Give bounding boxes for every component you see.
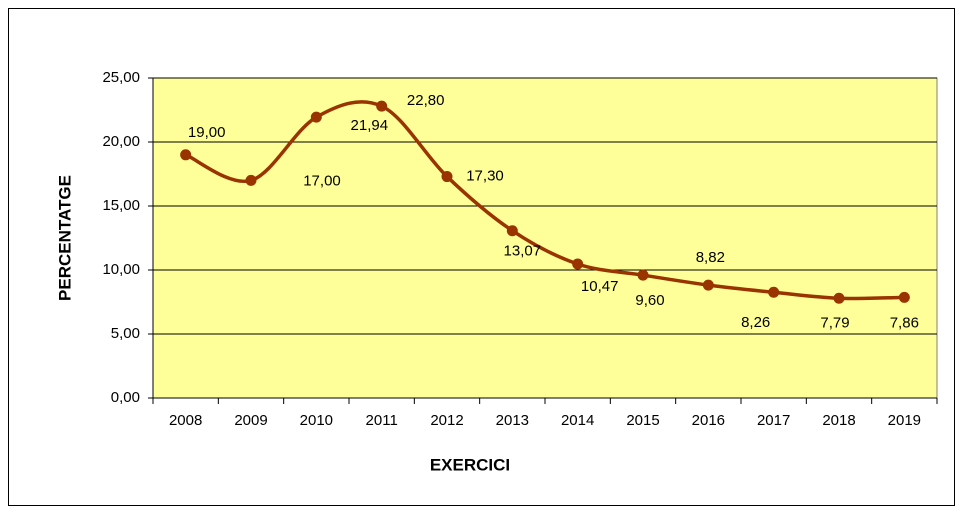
y-tick-label: 10,00 [102,261,140,278]
data-point [506,225,518,237]
y-tick-label: 5,00 [111,325,140,342]
data-label: 8,82 [696,249,725,266]
x-tick-label: 2014 [561,412,594,429]
data-label: 9,60 [635,292,664,309]
data-point [768,286,780,298]
y-tick-label: 20,00 [102,133,140,150]
x-tick-label: 2019 [888,412,921,429]
data-point [572,258,584,270]
y-tick-label: 0,00 [111,389,140,406]
x-tick-label: 2009 [234,412,267,429]
data-label: 17,00 [303,172,341,189]
data-label: 13,07 [504,243,542,260]
y-tick-label: 25,00 [102,69,140,86]
y-tick-label: 15,00 [102,197,140,214]
x-tick-label: 2013 [496,412,529,429]
x-tick-label: 2008 [169,412,202,429]
x-axis-title: EXERCICI [430,455,510,474]
data-point [833,292,845,304]
data-label: 8,26 [741,314,770,331]
x-tick-label: 2017 [757,412,790,429]
data-point [441,171,453,183]
x-tick-label: 2018 [822,412,855,429]
data-point [376,100,388,112]
x-tick-label: 2016 [692,412,725,429]
x-tick-label: 2010 [300,412,333,429]
data-point [180,149,192,161]
data-point [637,269,649,281]
data-label: 17,30 [466,168,504,185]
data-label: 7,79 [820,314,849,331]
data-point [245,174,257,186]
data-point [898,291,910,303]
data-point [702,279,714,291]
data-point [310,111,322,123]
data-label: 10,47 [581,278,619,295]
data-label: 7,86 [890,314,919,331]
data-label: 19,00 [188,124,226,141]
data-label: 21,94 [351,117,389,134]
x-tick-label: 2012 [430,412,463,429]
y-axis-title: PERCENTATGE [55,175,74,301]
plot-area [152,77,938,399]
data-label: 22,80 [407,92,445,109]
x-tick-label: 2011 [366,412,398,429]
x-tick-label: 2015 [626,412,659,429]
